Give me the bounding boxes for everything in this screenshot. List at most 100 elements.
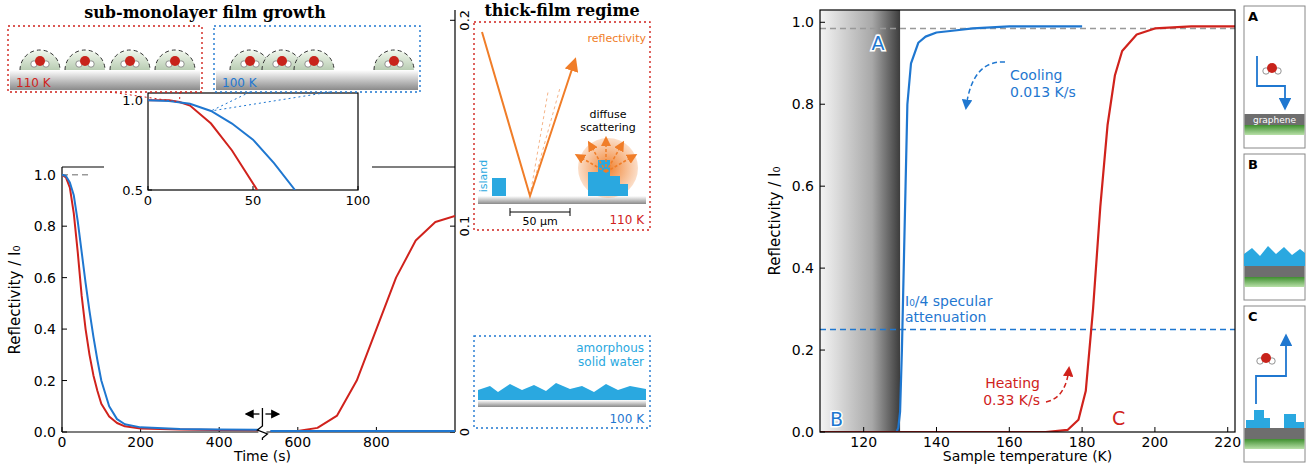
substrate xyxy=(478,400,646,407)
leader-line xyxy=(179,92,181,102)
substrate-layer xyxy=(1245,439,1305,449)
oxygen-atom xyxy=(309,56,319,66)
annotation: 0.013 K/s xyxy=(1010,84,1076,100)
label-line: scattering xyxy=(580,121,635,134)
x-axis-title: Sample temperature (K) xyxy=(943,448,1113,464)
inset-background xyxy=(104,89,372,210)
ice-island xyxy=(620,184,628,196)
oxygen-atom xyxy=(80,56,90,66)
y-tick-label: 0.0 xyxy=(34,424,56,440)
y-tick-label: 1.0 xyxy=(34,167,56,183)
right-series xyxy=(820,10,1235,432)
scale-bar-end xyxy=(570,208,571,216)
diffuse-glow xyxy=(578,138,638,198)
specular-ray xyxy=(482,32,575,196)
schematic-box xyxy=(474,336,650,428)
ice-island xyxy=(1262,418,1270,428)
heating-arrow xyxy=(1046,368,1069,402)
x-tick-label: 200 xyxy=(127,434,154,450)
scale-bar-end xyxy=(510,208,511,216)
cooling-arrow xyxy=(966,62,1005,108)
adsorption-dome xyxy=(20,50,60,70)
annotation: B xyxy=(830,408,843,430)
label-line: amorphous xyxy=(576,341,644,355)
axis-break-arrow xyxy=(246,413,259,414)
diagram-label: island xyxy=(477,160,490,193)
x-tick-label: 120 xyxy=(850,434,877,450)
panel-frame xyxy=(1244,306,1305,462)
y-tick-label: 1.0 xyxy=(792,14,814,30)
temperature-label: 100 K xyxy=(609,412,645,426)
schematic-box xyxy=(474,22,650,230)
scatter-arrow xyxy=(606,155,635,172)
scatter-arrow xyxy=(577,155,606,172)
inset-x-tick xyxy=(253,186,254,190)
y-axis-line xyxy=(61,167,62,432)
oxygen-atom xyxy=(389,56,399,66)
y-tick-label: 0.8 xyxy=(34,218,56,234)
panel-frame xyxy=(1244,6,1305,148)
axis-break-zigzag xyxy=(257,408,267,440)
temperature-label: 110 K xyxy=(609,213,645,227)
film-schematic: amorphoussolid water 100 K xyxy=(474,336,650,428)
scale-bar-label: 50 μm xyxy=(522,215,557,228)
x-tick xyxy=(1082,427,1083,432)
figure: 0.00.20.40.60.81.000.10.20200400600800Ti… xyxy=(0,0,1308,466)
y-tick-label: 0.4 xyxy=(792,260,814,276)
x-tick-label: 0 xyxy=(58,434,67,450)
panel-letter: A xyxy=(1248,9,1258,24)
y-axis-title: Reflectivity / I₀ xyxy=(766,167,784,276)
state-panel: C xyxy=(1244,306,1305,462)
adsorption-dome xyxy=(294,50,334,70)
ice-island xyxy=(1296,422,1304,428)
leader-line xyxy=(211,92,330,111)
series-line xyxy=(270,216,455,432)
label-line: diffuse xyxy=(589,108,626,121)
inset-y-tick-label: 1.0 xyxy=(122,93,143,108)
scale-bar xyxy=(510,212,570,213)
state-panel: B xyxy=(1244,154,1305,300)
x-tick-label: 400 xyxy=(206,434,233,450)
y2-axis-line xyxy=(454,10,455,432)
plot-frame xyxy=(820,10,1235,432)
oxygen-atom xyxy=(1261,353,1271,363)
y-tick-label: 0.6 xyxy=(792,178,814,194)
annotation: A xyxy=(872,32,885,54)
y-tick xyxy=(62,329,67,330)
y2-tick xyxy=(450,226,455,227)
ice-film xyxy=(478,383,646,400)
y-tick xyxy=(62,380,67,381)
adsorption-dome xyxy=(110,50,150,70)
x-tick-label: 200 xyxy=(1142,434,1169,450)
series-line xyxy=(820,26,1082,432)
inset-series-line xyxy=(148,100,295,190)
annotation: I₀/4 specular xyxy=(905,293,993,309)
adsorption-dome xyxy=(155,50,195,70)
x-tick xyxy=(1227,427,1228,432)
temperature-label: 110 K xyxy=(16,76,52,90)
scatter-arrow xyxy=(589,143,606,172)
diagram-title: thick-film regime xyxy=(484,1,639,20)
annotations: ABCCooling0.013 K/sHeating0.33 K/sI₀/4 s… xyxy=(830,32,1125,430)
ice-island xyxy=(610,176,620,196)
panel-label: graphene xyxy=(1253,115,1297,125)
annotation: 0.33 K/s xyxy=(983,392,1040,408)
y-tick xyxy=(820,268,825,269)
y-tick xyxy=(62,432,67,433)
inset-series xyxy=(148,100,295,190)
schematic-box xyxy=(214,26,420,92)
y2-tick-label: 0 xyxy=(457,428,472,436)
y-tick-label: 0.8 xyxy=(792,96,814,112)
series-line xyxy=(270,430,455,432)
inset: 0.51.0050100 xyxy=(104,89,372,210)
substrate xyxy=(478,196,646,204)
label-line: solid water xyxy=(578,355,644,369)
y-tick-label: 0.6 xyxy=(34,270,56,286)
inset-y-tick xyxy=(148,190,152,191)
island-schematic: reflectivitydiffusescatteringisland50 μm… xyxy=(474,22,650,230)
oxygen-atom xyxy=(125,56,135,66)
inset-x-tick xyxy=(148,186,149,190)
substrate-layer xyxy=(1245,277,1305,287)
panel-frame xyxy=(1244,154,1305,300)
oxygen-atom xyxy=(170,56,180,66)
